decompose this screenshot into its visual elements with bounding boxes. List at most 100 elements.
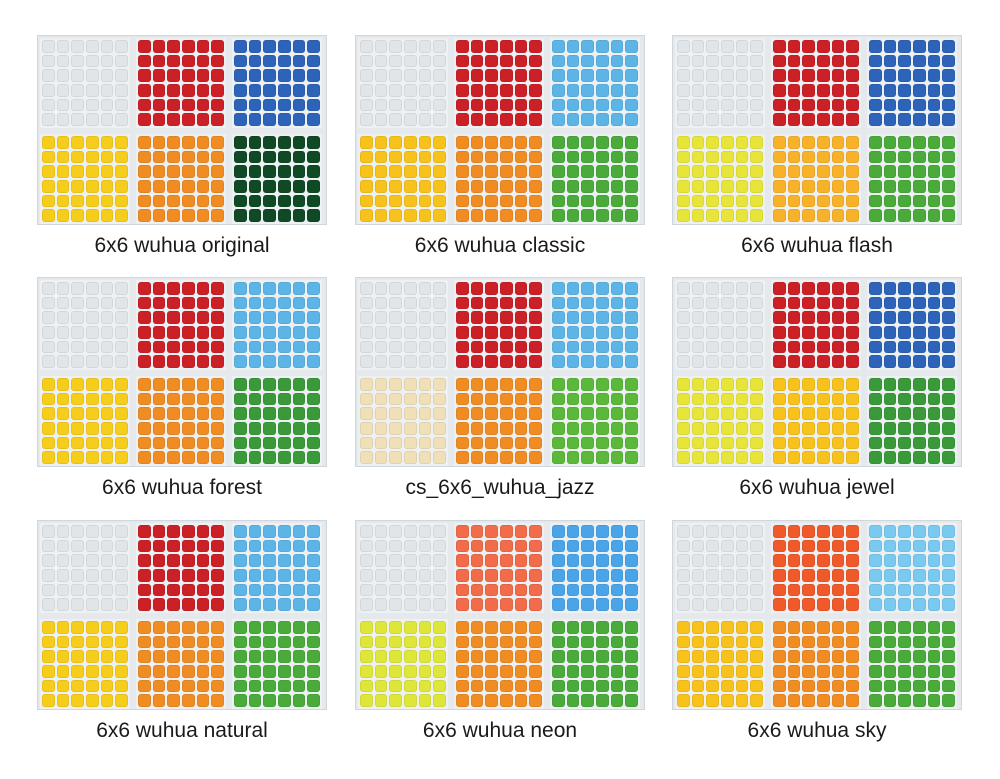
- set-caption: cs_6x6_wuhua_jazz: [405, 476, 595, 499]
- sticker: [706, 378, 719, 391]
- sticker: [234, 209, 247, 222]
- sticker: [456, 296, 469, 310]
- sticker: [418, 340, 432, 354]
- sticker: [100, 54, 114, 68]
- sticker: [100, 378, 114, 391]
- sticker: [898, 84, 911, 97]
- sticker: [167, 679, 180, 693]
- sticker: [691, 694, 705, 707]
- sticker: [898, 378, 911, 391]
- sticker: [485, 296, 498, 310]
- sticker: [234, 136, 247, 149]
- sticker: [750, 451, 763, 464]
- sticker: [138, 194, 151, 208]
- sticker-sheet: [37, 520, 327, 710]
- sticker-sheet: [37, 35, 327, 225]
- sticker: [566, 635, 580, 649]
- sticker: [360, 621, 373, 634]
- sticker: [735, 113, 749, 126]
- sticker: [182, 436, 195, 450]
- sticker: [278, 98, 291, 112]
- sticker: [167, 165, 180, 178]
- sticker: [529, 311, 542, 324]
- sticker: [196, 583, 210, 597]
- set-caption: 6x6 wuhua natural: [96, 719, 268, 742]
- sticker: [404, 40, 417, 53]
- sticker: [42, 296, 55, 310]
- sticker: [234, 98, 247, 112]
- sticker: [278, 665, 291, 678]
- sticker: [773, 54, 786, 68]
- sticker: [831, 84, 845, 97]
- sticker: [71, 296, 84, 310]
- sticker: [182, 180, 195, 193]
- sticker: [566, 554, 580, 567]
- sticker: [927, 98, 941, 112]
- sticker: [278, 378, 291, 391]
- sticker: [248, 451, 262, 464]
- face-red: [771, 280, 861, 370]
- sticker: [927, 635, 941, 649]
- sticker: [750, 54, 763, 68]
- sticker: [182, 282, 195, 295]
- sticker: [677, 282, 690, 295]
- sticker: [100, 436, 114, 450]
- sticker: [211, 311, 224, 324]
- sticker: [927, 340, 941, 354]
- sticker: [86, 665, 99, 678]
- sticker: [773, 136, 786, 149]
- sticker: [898, 694, 911, 707]
- sticker: [735, 282, 749, 295]
- sticker: [735, 40, 749, 53]
- sticker: [846, 665, 859, 678]
- sticker: [234, 282, 247, 295]
- sticker: [927, 40, 941, 53]
- sticker: [71, 621, 84, 634]
- sticker: [942, 340, 955, 354]
- sticker: [927, 694, 941, 707]
- sticker: [360, 54, 373, 68]
- sticker: [100, 650, 114, 663]
- sticker: [42, 165, 55, 178]
- sticker: [802, 554, 815, 567]
- sticker: [404, 355, 417, 368]
- sticker: [404, 598, 417, 611]
- sticker: [735, 407, 749, 420]
- sticker: [787, 84, 801, 97]
- sticker: [831, 282, 845, 295]
- sticker: [360, 407, 373, 420]
- sticker: [71, 554, 84, 567]
- sticker: [625, 194, 638, 208]
- sticker: [898, 40, 911, 53]
- sticker: [456, 150, 469, 164]
- sticker: [485, 311, 498, 324]
- sticker: [167, 665, 180, 678]
- face-white: [675, 280, 765, 370]
- sticker: [234, 150, 247, 164]
- sticker: [883, 583, 897, 597]
- sticker: [115, 340, 128, 354]
- sticker: [500, 621, 513, 634]
- sticker: [898, 98, 911, 112]
- sticker: [360, 635, 373, 649]
- sticker: [514, 311, 528, 324]
- sticker: [263, 598, 276, 611]
- sticker: [691, 392, 705, 406]
- sticker: [360, 378, 373, 391]
- sticker: [581, 569, 594, 582]
- sticker: [596, 378, 609, 391]
- sticker: [787, 311, 801, 324]
- sticker: [292, 539, 306, 553]
- sticker: [433, 84, 446, 97]
- sticker: [529, 451, 542, 464]
- sticker: [389, 84, 402, 97]
- sticker: [167, 694, 180, 707]
- sticker: [735, 209, 749, 222]
- sticker: [596, 150, 609, 164]
- sticker: [552, 635, 565, 649]
- sticker: [596, 340, 609, 354]
- sticker: [787, 296, 801, 310]
- sticker: [152, 194, 166, 208]
- sticker: [773, 209, 786, 222]
- sticker: [942, 84, 955, 97]
